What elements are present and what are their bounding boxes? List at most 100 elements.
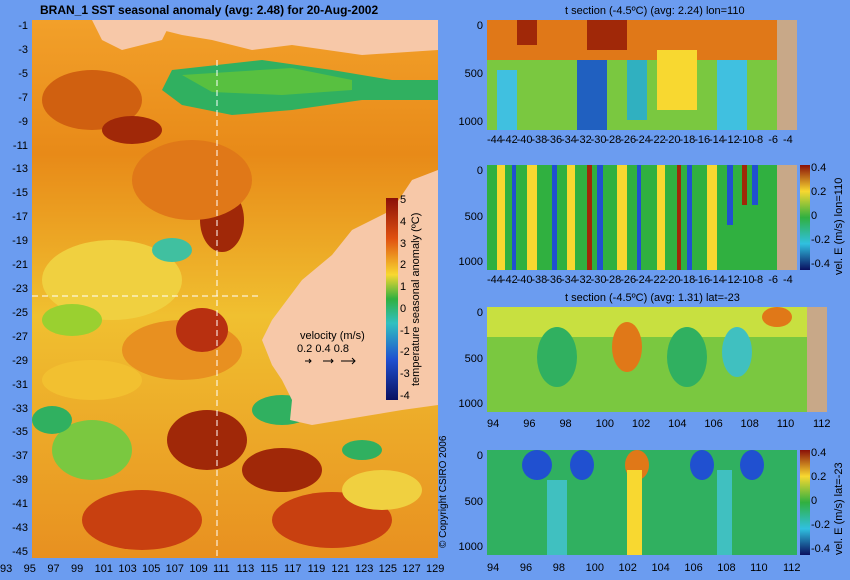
lat-tick: -15 bbox=[12, 187, 28, 200]
lat-tick: -29 bbox=[12, 354, 28, 367]
depth-tick: 500 bbox=[464, 352, 483, 365]
lat-tick: -35 bbox=[12, 426, 28, 439]
section-x-tick: -38 bbox=[531, 134, 548, 146]
section-x-tick: -42 bbox=[501, 274, 518, 286]
section1-title: t section (-4.5ºC) (avg: 2.24) lon=110 bbox=[565, 5, 745, 17]
lat-tick: -3 bbox=[18, 43, 28, 56]
lat-tick: -45 bbox=[12, 546, 28, 558]
colorbar-tick: -2 bbox=[400, 346, 410, 359]
velocity-colorbar-tick: 0.2 bbox=[811, 471, 827, 483]
lat-tick: -39 bbox=[12, 474, 28, 487]
section-x-tick: -28 bbox=[605, 134, 622, 146]
section-x-tick: -38 bbox=[531, 274, 548, 286]
section-x-tick: 112 bbox=[813, 418, 831, 430]
lat-tick: -37 bbox=[12, 450, 28, 463]
section4-plot[interactable] bbox=[487, 450, 797, 555]
section-x-tick: -16 bbox=[694, 134, 711, 146]
lat-tick: -13 bbox=[12, 163, 28, 176]
section1-depth-axis: 0 500 1000 bbox=[450, 20, 485, 130]
colorbar-tick: 1 bbox=[400, 281, 407, 294]
colorbar-tick: 5 bbox=[400, 194, 407, 206]
section-x-tick: 98 bbox=[559, 418, 572, 430]
section-x-tick: -44 bbox=[487, 274, 503, 286]
section-x-tick: -32 bbox=[575, 274, 592, 286]
lon-tick: 111 bbox=[213, 563, 230, 575]
colorbar-label: temperature seasonal anomaly (ºC) bbox=[410, 212, 422, 386]
lon-tick: 107 bbox=[165, 563, 185, 575]
velocity-colorbar-tick: 0.4 bbox=[811, 162, 827, 174]
section-x-tick: -36 bbox=[546, 134, 563, 146]
section-x-tick: -20 bbox=[664, 274, 681, 286]
lat-tick: -9 bbox=[18, 115, 28, 128]
section-x-tick: -18 bbox=[679, 274, 696, 286]
depth-tick: 500 bbox=[464, 68, 483, 80]
section-x-tick: 96 bbox=[519, 562, 533, 574]
section2-x-axis: -44 -42 -40 -38 -36 -34 -32 -30 -28 -26 -24 -22 -20-… bbox=[487, 274, 797, 288]
section-x-tick: 106 bbox=[704, 418, 723, 430]
depth-tick: 1000 bbox=[458, 398, 483, 410]
lat-tick: -7 bbox=[18, 91, 28, 104]
section-x-tick: 98 bbox=[552, 562, 566, 574]
section4-depth-axis: 0 500 1000 bbox=[450, 450, 485, 555]
section-x-tick: -10 bbox=[738, 274, 755, 286]
section-x-tick: 108 bbox=[740, 418, 759, 430]
depth-tick: 0 bbox=[476, 165, 483, 177]
section1-plot[interactable] bbox=[487, 20, 797, 130]
colorbar-tick: 2 bbox=[400, 259, 407, 272]
lon-tick: 99 bbox=[71, 563, 84, 575]
section-x-tick: -20 bbox=[664, 134, 681, 146]
velocity-colorbar-2 bbox=[800, 450, 810, 555]
temperature-colorbar bbox=[386, 198, 398, 400]
depth-tick: 500 bbox=[464, 210, 483, 223]
colorbar-tick: 4 bbox=[400, 215, 407, 228]
velocity-colorbar-tick: 0.4 bbox=[811, 447, 827, 459]
lat-tick: -33 bbox=[12, 402, 28, 415]
section1-x-axis: -44 -42 -40 -38 -36 -34 -32 -30 -28 -26 -24 -22 -20-… bbox=[487, 134, 797, 148]
velocity-colorbar-1 bbox=[800, 165, 810, 270]
lat-tick: -21 bbox=[12, 259, 28, 272]
section-x-tick: -40 bbox=[516, 274, 533, 286]
velocity-colorbar-2-ticks: 0.4 0.2 0 -0.2 -0.4 bbox=[811, 447, 836, 557]
depth-tick: 1000 bbox=[458, 256, 483, 268]
section3-plot[interactable] bbox=[487, 307, 827, 412]
depth-tick: 0 bbox=[476, 450, 483, 462]
section-x-tick: -34 bbox=[561, 134, 577, 146]
section2-plot[interactable] bbox=[487, 165, 797, 270]
velocity-colorbar-tick: 0 bbox=[811, 210, 818, 222]
section-x-tick: -34 bbox=[561, 274, 577, 286]
depth-tick: 500 bbox=[464, 495, 483, 508]
lon-tick: 117 bbox=[284, 563, 302, 575]
section-x-tick: -4 bbox=[783, 274, 793, 286]
lon-tick: 109 bbox=[189, 563, 208, 575]
lon-tick: 121 bbox=[331, 563, 350, 575]
section-x-tick: 104 bbox=[651, 562, 670, 574]
velocity-legend-title: velocity (m/s) bbox=[300, 330, 365, 342]
velocity-colorbar-tick: -0.4 bbox=[811, 543, 830, 555]
section-x-tick: 100 bbox=[585, 562, 605, 574]
section-x-tick: -40 bbox=[516, 134, 533, 146]
anomaly-patches bbox=[32, 70, 422, 550]
lat-tick: -41 bbox=[12, 498, 28, 511]
colorbar-tick: 0 bbox=[400, 302, 407, 315]
colorbar-tick: -3 bbox=[400, 368, 410, 381]
lat-tick: -23 bbox=[12, 283, 28, 295]
lon-tick: 127 bbox=[402, 563, 421, 575]
section-x-tick: -6 bbox=[768, 274, 778, 286]
section2-side-label: vel. E (m/s) lon=110 bbox=[833, 177, 845, 275]
velocity-colorbar-tick: -0.2 bbox=[811, 519, 830, 531]
section-x-tick: -18 bbox=[679, 134, 696, 146]
velocity-colorbar-tick: 0 bbox=[811, 495, 818, 507]
section-x-tick: 110 bbox=[750, 562, 768, 574]
section-x-tick: -8 bbox=[753, 274, 764, 286]
sst-anomaly-map[interactable] bbox=[32, 20, 438, 558]
lon-tick: 115 bbox=[260, 563, 278, 575]
copyright: © Copyright CSIRO 2006 bbox=[438, 435, 449, 548]
section-x-tick: -30 bbox=[590, 134, 607, 146]
lat-tick: -11 bbox=[12, 139, 28, 152]
section4-side-label: vel. E (m/s) lat=-23 bbox=[833, 462, 845, 555]
section-x-tick: 94 bbox=[487, 562, 500, 574]
velocity-arrows bbox=[303, 356, 358, 366]
section-x-tick: -12 bbox=[723, 274, 740, 286]
lat-tick: -31 bbox=[12, 378, 28, 391]
section-x-tick: -8 bbox=[753, 134, 764, 146]
